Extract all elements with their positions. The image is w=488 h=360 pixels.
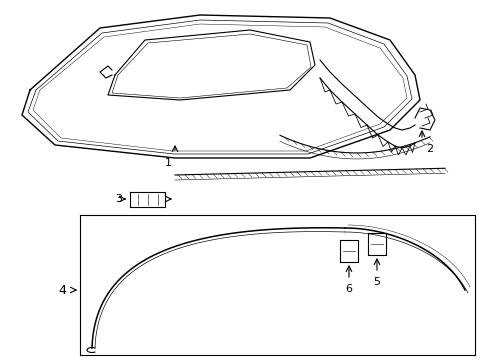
Text: 4: 4: [58, 284, 66, 297]
Text: 6: 6: [345, 284, 352, 294]
Text: 5: 5: [373, 277, 380, 287]
Text: 3: 3: [115, 194, 122, 204]
Text: 1: 1: [164, 158, 171, 168]
Text: 2: 2: [425, 144, 432, 154]
